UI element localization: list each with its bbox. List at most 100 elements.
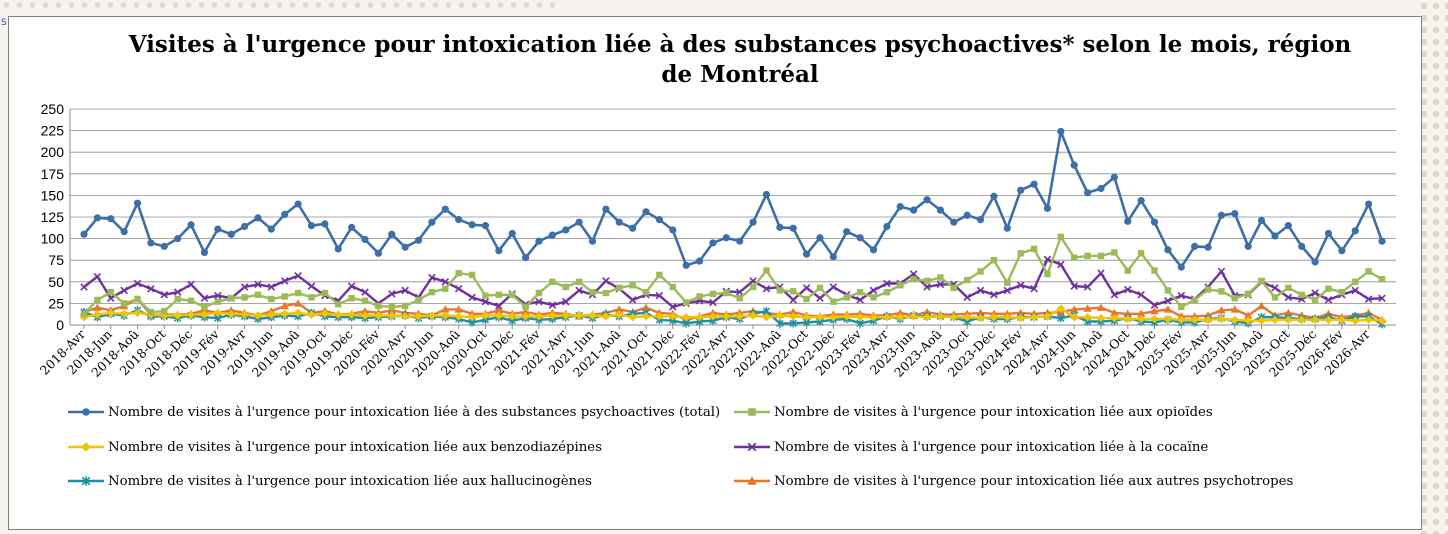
data-point xyxy=(1258,277,1265,285)
data-point xyxy=(628,296,637,304)
data-point xyxy=(254,280,262,289)
data-point xyxy=(696,293,703,300)
data-point xyxy=(1096,303,1106,311)
data-point xyxy=(869,313,878,322)
data-point xyxy=(976,313,985,323)
data-point xyxy=(762,284,771,293)
decorative-dots-top xyxy=(0,0,560,10)
data-point xyxy=(1217,211,1226,219)
data-point xyxy=(294,289,302,297)
data-point xyxy=(174,235,182,243)
data-point xyxy=(455,269,462,277)
data-point xyxy=(1029,313,1039,322)
data-point xyxy=(548,231,556,239)
y-tick-label: 0 xyxy=(56,317,64,333)
data-point xyxy=(80,230,88,238)
data-point xyxy=(923,283,931,291)
data-point xyxy=(575,278,583,285)
data-point xyxy=(1137,250,1145,257)
data-point xyxy=(1271,294,1279,301)
data-point xyxy=(562,283,569,291)
series-line-3 xyxy=(83,258,1383,309)
data-point xyxy=(1070,161,1078,169)
data-point xyxy=(187,280,195,289)
data-point xyxy=(1190,315,1199,325)
data-point xyxy=(454,305,463,313)
data-point xyxy=(937,274,944,281)
data-point xyxy=(789,224,797,232)
data-point xyxy=(775,311,785,320)
data-point xyxy=(334,245,342,253)
data-point xyxy=(1163,305,1173,313)
data-point xyxy=(522,303,529,311)
data-point xyxy=(1257,301,1266,310)
data-point xyxy=(93,303,102,311)
data-point xyxy=(468,271,476,279)
data-point xyxy=(1351,316,1360,325)
data-point xyxy=(789,307,798,316)
legend-marker xyxy=(81,442,91,452)
data-point xyxy=(963,211,971,219)
data-point xyxy=(1070,305,1079,313)
data-point xyxy=(562,226,570,234)
data-point xyxy=(200,310,209,319)
data-point xyxy=(723,289,730,297)
data-point xyxy=(1164,287,1172,294)
data-point xyxy=(1057,260,1065,269)
data-point xyxy=(495,247,503,255)
data-point xyxy=(1083,313,1092,322)
data-point xyxy=(856,234,864,242)
data-point xyxy=(1110,173,1118,181)
data-point xyxy=(709,290,717,298)
data-point xyxy=(240,283,249,291)
data-point xyxy=(776,287,784,294)
data-point xyxy=(1298,242,1306,250)
data-point xyxy=(1325,285,1332,292)
data-point xyxy=(829,313,838,322)
data-point xyxy=(668,312,677,321)
data-point xyxy=(748,311,758,320)
data-point xyxy=(749,283,757,291)
data-point xyxy=(1311,289,1319,297)
data-point xyxy=(441,305,450,313)
y-tick-label: 50 xyxy=(48,274,64,290)
data-point xyxy=(1203,315,1213,325)
data-point xyxy=(1191,296,1198,304)
data-point xyxy=(280,301,289,310)
data-point xyxy=(161,307,168,315)
data-point xyxy=(1338,247,1346,255)
y-tick-label: 125 xyxy=(41,209,65,225)
data-point xyxy=(1150,314,1159,324)
legend-marker xyxy=(747,442,757,452)
data-point xyxy=(120,286,128,295)
data-point xyxy=(883,279,891,288)
data-point xyxy=(226,309,236,318)
data-point xyxy=(267,310,276,319)
data-point xyxy=(695,313,704,322)
legend-item-2: Nombre de visites à l'urgence pour intox… xyxy=(66,437,602,457)
data-point xyxy=(321,289,329,297)
data-point xyxy=(388,290,396,298)
data-point xyxy=(106,294,115,302)
data-point xyxy=(1271,232,1279,240)
data-point xyxy=(601,312,611,321)
legend-label: Nombre de visites à l'urgence pour intox… xyxy=(774,439,1209,455)
data-point xyxy=(213,308,223,318)
data-point xyxy=(120,228,128,236)
data-point xyxy=(1178,303,1185,311)
data-point xyxy=(280,309,289,318)
data-point xyxy=(1177,291,1186,300)
data-point xyxy=(186,310,196,319)
data-point xyxy=(307,222,316,230)
data-point xyxy=(882,313,892,322)
data-point xyxy=(1124,267,1131,274)
data-point xyxy=(735,312,744,321)
data-point xyxy=(308,294,315,301)
data-point xyxy=(1217,306,1226,314)
data-point xyxy=(1218,288,1225,295)
y-tick-label: 175 xyxy=(41,166,65,182)
data-point xyxy=(1257,216,1266,225)
legend-item-3: Nombre de visites à l'urgence pour intox… xyxy=(732,437,1208,457)
legend-swatch xyxy=(68,408,104,416)
data-point xyxy=(348,295,355,302)
